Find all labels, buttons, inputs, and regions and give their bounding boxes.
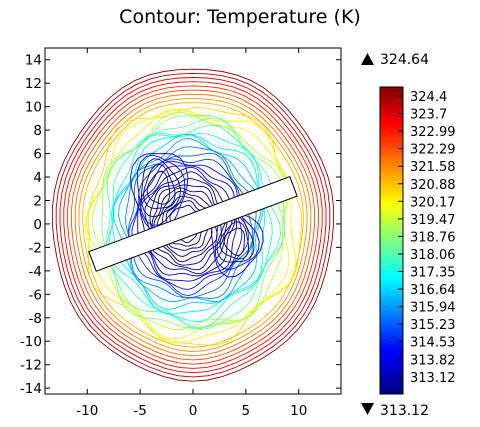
x-tick-label: 10 xyxy=(290,403,307,419)
y-tick-label: -12 xyxy=(20,358,42,374)
rectangular-inclusion xyxy=(88,176,298,272)
contour-line xyxy=(131,160,243,290)
colorbar-label: 314.53 xyxy=(410,336,456,351)
contour-line xyxy=(87,107,303,346)
contour-line xyxy=(143,163,176,209)
colorbar-min-label: 313.12 xyxy=(380,403,429,419)
x-tick-label: 5 xyxy=(242,403,251,419)
colorbar-label: 317.35 xyxy=(410,266,456,281)
y-tick-label: -8 xyxy=(29,311,42,327)
x-axis: -10 -5 0 5 10 xyxy=(76,48,307,419)
colorbar-label: 316.64 xyxy=(410,283,456,298)
contour-line xyxy=(137,165,238,282)
y-tick-label: -14 xyxy=(20,381,42,397)
x-tick-label: -10 xyxy=(76,403,98,419)
colorbar-label: 321.58 xyxy=(410,160,456,175)
colorbar-label: 322.29 xyxy=(410,143,456,158)
y-tick-label: 6 xyxy=(33,147,42,163)
colorbar-label: 322.99 xyxy=(410,125,456,140)
contour-line xyxy=(59,77,327,374)
colorbar-label: 315.23 xyxy=(410,318,456,333)
colorbar-labels: 324.4 323.7 322.99 322.29 321.58 320.88 320.17… xyxy=(398,90,456,386)
contour-line xyxy=(74,93,312,357)
colorbar-label: 319.47 xyxy=(410,213,456,228)
contour-line xyxy=(223,227,245,257)
colorbar: 324.64 313.12 324.4 323.7 322.99 322.29 321.… xyxy=(361,52,456,419)
contour-line xyxy=(55,72,331,378)
contour-line xyxy=(51,68,335,382)
y-tick-label: 10 xyxy=(25,100,42,116)
contour-line xyxy=(140,158,181,218)
colorbar-max-label: 324.64 xyxy=(380,52,429,68)
colorbar-label: 320.17 xyxy=(410,195,456,210)
contour-line xyxy=(111,133,266,315)
colorbar-label: 313.82 xyxy=(410,353,456,368)
contour-line xyxy=(127,152,254,299)
colorbar-gradient xyxy=(379,86,404,395)
contour-line xyxy=(67,85,319,365)
x-tick-label: -5 xyxy=(133,403,146,419)
y-tick-label: 0 xyxy=(33,217,42,233)
contour-line xyxy=(136,154,186,226)
contour-line xyxy=(118,137,263,302)
colorbar-label: 313.12 xyxy=(410,371,456,386)
chart-title: Contour: Temperature (K) xyxy=(119,6,361,28)
y-tick-label: 4 xyxy=(33,170,42,186)
min-triangle-icon xyxy=(361,403,374,415)
contour-line xyxy=(125,146,257,299)
y-tick-label: 8 xyxy=(33,123,42,139)
contour-line xyxy=(214,211,260,271)
contour-line xyxy=(210,208,264,278)
contour-line xyxy=(153,187,218,263)
colorbar-label: 323.7 xyxy=(410,108,447,123)
contour-line xyxy=(139,166,236,277)
y-tick-label: -4 xyxy=(29,264,42,280)
max-triangle-icon xyxy=(361,53,374,65)
colorbar-label: 318.06 xyxy=(410,248,456,263)
y-axis: 14 12 10 8 6 4 2 0 -2 -4 -6 -8 -10 -12 -14 xyxy=(20,53,341,397)
contour-line xyxy=(105,117,285,331)
y-tick-label: 14 xyxy=(25,53,42,69)
contour-line xyxy=(219,221,250,260)
colorbar-label: 315.94 xyxy=(410,301,456,316)
contour-line xyxy=(63,81,323,369)
contour-line xyxy=(216,215,255,263)
contour-line xyxy=(82,102,304,348)
colorbar-label: 320.88 xyxy=(410,178,456,193)
y-tick-label: -2 xyxy=(29,240,42,256)
contour-line xyxy=(101,115,285,329)
inclusion-rectangle xyxy=(88,176,298,272)
contour-line xyxy=(91,112,289,330)
colorbar-label: 318.76 xyxy=(410,230,456,245)
colorbar-label: 324.4 xyxy=(410,90,447,105)
contour-line xyxy=(156,190,213,257)
contour-line xyxy=(151,184,222,266)
contour-line xyxy=(78,97,308,352)
contour-line xyxy=(70,89,316,361)
y-tick-label: -6 xyxy=(29,287,42,303)
y-tick-label: -10 xyxy=(20,334,42,350)
contour-lines xyxy=(51,68,335,382)
x-tick-label: 0 xyxy=(189,403,198,419)
contour-line xyxy=(144,171,233,275)
contour-line xyxy=(146,171,171,205)
y-tick-label: 2 xyxy=(33,193,42,209)
contour-line xyxy=(128,158,250,297)
y-tick-label: 12 xyxy=(25,76,42,92)
